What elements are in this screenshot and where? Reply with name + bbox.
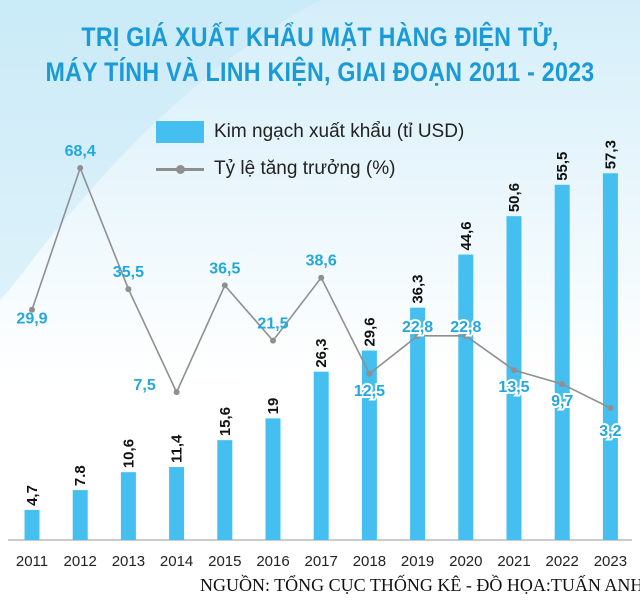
source-credit: NGUỒN: TỔNG CỤC THỐNG KÊ - ĐỒ HỌA:TUẤN A…	[200, 575, 640, 595]
chart-title-line-2: MÁY TÍNH VÀ LINH KIỆN, GIAI ĐOẠN 2011 - …	[45, 57, 595, 87]
growth-point-2014	[173, 389, 180, 396]
bar-value-label-2014: 11,4	[169, 434, 186, 463]
bar-value-label-2023: 57,3	[602, 140, 619, 169]
growth-label-2012: 68,4	[65, 143, 96, 160]
chart-title-line-1: TRỊ GIÁ XUẤT KHẨU MẶT HÀNG ĐIỆN TỬ,	[81, 22, 559, 52]
growth-point-2023	[607, 405, 614, 411]
growth-point-2011	[29, 306, 35, 313]
legend-bar-swatch	[156, 121, 204, 143]
x-tick-label-2012: 2012	[64, 553, 97, 570]
bar-value-label-2015: 15,6	[217, 407, 234, 436]
bar-value-label-2019: 36,3	[410, 274, 427, 303]
legend-line-label: Tỷ lệ tăng trưởng (%)	[214, 158, 396, 179]
x-tick-label-2020: 2020	[449, 553, 482, 570]
bar-2012	[72, 490, 88, 540]
growth-label-2022: 9,7	[551, 393, 573, 410]
growth-point-2015	[221, 282, 228, 289]
growth-point-2018	[366, 370, 373, 377]
legend-line-symbol	[156, 158, 204, 180]
x-tick-label-2023: 2023	[594, 553, 627, 570]
growth-label-2023: 3,2	[599, 423, 621, 440]
bar-value-label-2018: 29,6	[361, 317, 378, 346]
x-tick-label-2018: 2018	[353, 553, 386, 570]
x-tick-label-2016: 2016	[256, 553, 289, 570]
x-tick-label-2021: 2021	[497, 553, 530, 570]
x-tick-label-2022: 2022	[546, 553, 579, 570]
growth-point-2016	[270, 337, 276, 344]
bar-value-label-2020: 44,6	[458, 221, 475, 250]
growth-label-2016: 21,5	[257, 316, 288, 333]
bar-2016	[265, 418, 281, 540]
bar-value-label-2022: 55,5	[554, 152, 571, 181]
growth-point-2022	[559, 381, 566, 388]
x-tick-label-2011: 2011	[16, 553, 48, 570]
bar-2022	[554, 184, 570, 541]
bar-2021	[506, 216, 522, 540]
x-tick-label-2013: 2013	[112, 553, 145, 570]
bar-2020	[458, 254, 474, 540]
bar-value-label-2011: 4,7	[24, 485, 41, 506]
legend-item-bar: Kim ngạch xuất khẩu (tỉ USD)	[156, 118, 464, 146]
bar-value-label-2021: 50,6	[506, 183, 523, 212]
bar-value-label-2013: 10,6	[120, 439, 137, 468]
growth-label-2015: 36,5	[209, 260, 240, 277]
growth-point-2017	[318, 274, 325, 281]
x-tick-label-2019: 2019	[401, 553, 434, 570]
growth-label-2018: 12,5	[354, 383, 385, 400]
growth-point-2012	[77, 165, 84, 171]
bar-2014	[169, 467, 185, 540]
growth-label-2013: 35,5	[113, 264, 144, 281]
growth-point-2013	[125, 286, 132, 293]
bar-value-label-2017: 26,3	[313, 338, 330, 367]
bar-2013	[120, 472, 136, 540]
bar-2017	[313, 371, 329, 540]
growth-point-2019	[414, 332, 421, 339]
bar-2018	[361, 350, 377, 540]
x-tick-label-2014: 2014	[160, 553, 193, 570]
bar-2023	[602, 173, 618, 540]
growth-label-2017: 38,6	[306, 253, 337, 270]
growth-label-2021: 13,5	[498, 379, 529, 396]
growth-label-2019: 22,8	[402, 319, 433, 336]
bar-2019	[410, 307, 426, 540]
x-tick-label-2017: 2017	[305, 553, 338, 570]
bar-value-label-2012: 7.8	[72, 465, 89, 486]
bar-2011	[24, 509, 40, 540]
bar-2015	[217, 440, 233, 540]
growth-label-2011: 29,9	[16, 311, 47, 328]
legend-bar-label: Kim ngạch xuất khẩu (tỉ USD)	[214, 121, 465, 142]
growth-point-2020	[462, 332, 469, 339]
bar-value-label-2016: 19	[265, 398, 282, 415]
legend-item-line: Tỷ lệ tăng trưởng (%)	[156, 155, 395, 183]
growth-label-2014: 7,5	[133, 377, 155, 394]
growth-point-2021	[511, 367, 517, 374]
growth-label-2020: 22,8	[450, 319, 481, 336]
x-tick-label-2015: 2015	[208, 553, 241, 570]
